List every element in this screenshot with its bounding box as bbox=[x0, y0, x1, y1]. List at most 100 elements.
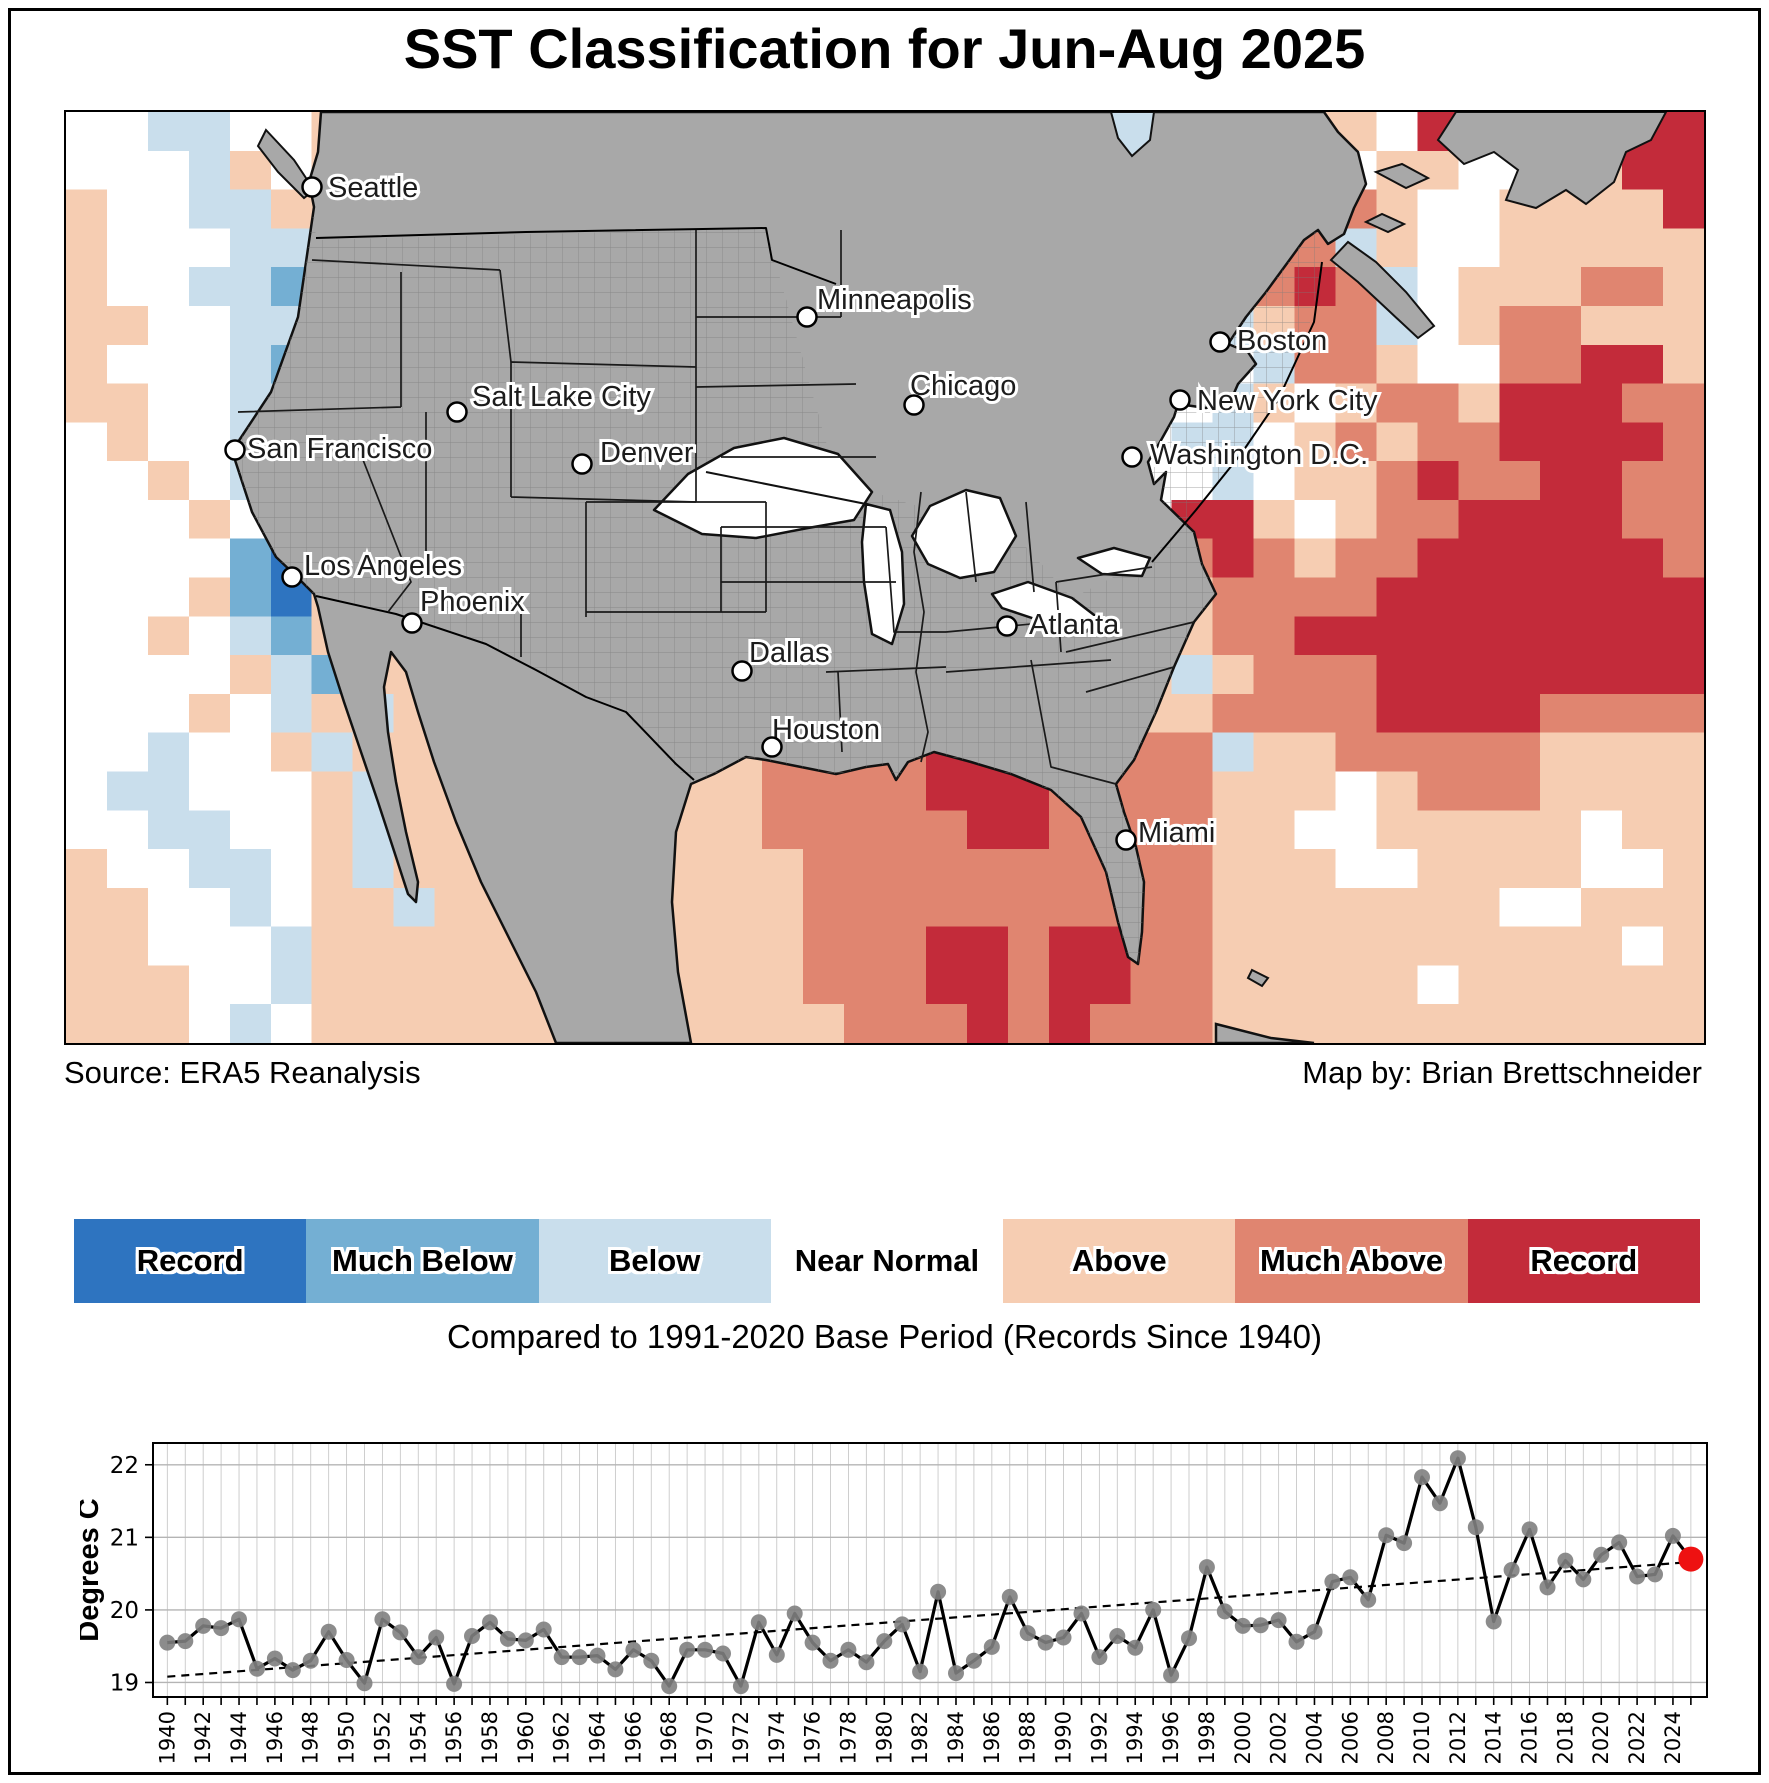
data-point bbox=[1629, 1568, 1646, 1585]
sst-cell-near-normal bbox=[107, 150, 149, 191]
data-point bbox=[231, 1611, 247, 1628]
y-tick-label: 21 bbox=[110, 1525, 139, 1551]
sst-cell-below bbox=[229, 1004, 272, 1043]
sst-cell-much-above bbox=[885, 810, 927, 850]
data-point bbox=[266, 1650, 283, 1667]
city-dot bbox=[796, 306, 818, 328]
data-point bbox=[1503, 1562, 1520, 1578]
sst-cell-near-normal bbox=[66, 422, 108, 462]
city-label: Miami bbox=[1138, 817, 1215, 849]
sst-cell-above bbox=[1458, 810, 1500, 850]
data-point bbox=[983, 1638, 1000, 1655]
sst-cell-much-above bbox=[1171, 771, 1214, 811]
sst-cell-near-normal bbox=[1540, 887, 1582, 928]
sst-cell-much-above bbox=[1417, 422, 1459, 462]
data-point bbox=[249, 1660, 265, 1677]
city-label: Washington D.C. bbox=[1150, 439, 1368, 471]
sst-cell-much-above bbox=[1663, 383, 1704, 423]
sst-cell-above bbox=[680, 810, 722, 850]
sst-cell-above bbox=[1376, 771, 1418, 811]
sst-cell-near-normal bbox=[188, 538, 231, 579]
data-point bbox=[1306, 1623, 1323, 1640]
sst-cell-much-above bbox=[1253, 616, 1296, 656]
sst-cell-above bbox=[1458, 926, 1500, 966]
sst-cell-record-above bbox=[1622, 344, 1664, 385]
data-point bbox=[284, 1662, 301, 1679]
data-point bbox=[1055, 1629, 1072, 1646]
sst-cell-record-above bbox=[1499, 693, 1541, 734]
sst-cell-much-above bbox=[803, 965, 845, 1005]
sst-cell-much-above bbox=[1048, 849, 1091, 889]
sst-cell-above bbox=[1212, 926, 1255, 966]
sst-cell-near-normal bbox=[66, 655, 108, 695]
sst-cell-above bbox=[66, 306, 108, 346]
city-san-francisco: San Francisco bbox=[224, 430, 435, 468]
x-tick-label: 1990 bbox=[1052, 1711, 1076, 1764]
sst-cell-below bbox=[352, 849, 395, 889]
sst-cell-near-normal bbox=[1417, 189, 1459, 229]
sst-cell-near-normal bbox=[107, 849, 149, 889]
sst-cell-below bbox=[147, 112, 190, 152]
sst-cell-above bbox=[393, 965, 436, 1005]
data-point bbox=[661, 1678, 678, 1695]
sst-cell-above bbox=[1540, 965, 1582, 1005]
x-tick-label: 1976 bbox=[801, 1711, 825, 1764]
sst-cell-above bbox=[1663, 732, 1704, 773]
sst-cell-much-above bbox=[1007, 849, 1050, 889]
data-point bbox=[912, 1663, 929, 1680]
sst-cell-above bbox=[434, 1004, 477, 1043]
city-dot bbox=[761, 736, 783, 758]
sst-cell-near-normal bbox=[1417, 965, 1459, 1005]
sst-cell-much-above bbox=[1130, 771, 1173, 811]
sst-cell-above bbox=[434, 887, 477, 928]
sst-cell-above bbox=[1335, 499, 1378, 540]
sst-cell-above bbox=[1622, 965, 1664, 1005]
sst-cell-much-above bbox=[1007, 1004, 1050, 1043]
x-tick-label: 1994 bbox=[1123, 1711, 1147, 1764]
sst-cell-much-above bbox=[1663, 538, 1704, 579]
data-point bbox=[1091, 1649, 1108, 1666]
sst-cell-near-normal bbox=[1253, 422, 1296, 462]
sst-cell-near-normal bbox=[188, 926, 231, 966]
sst-cell-much-above bbox=[1171, 887, 1214, 928]
sst-cell-below bbox=[229, 306, 272, 346]
sst-cell-record-above bbox=[966, 810, 1009, 850]
lake-superior-border-line bbox=[705, 471, 867, 505]
sst-cell-near-normal bbox=[188, 732, 231, 773]
sst-cell-record-above bbox=[1499, 616, 1541, 656]
sst-cell-above bbox=[1540, 1004, 1582, 1043]
sst-cell-much-above bbox=[1417, 732, 1459, 773]
x-tick-label: 1966 bbox=[621, 1711, 645, 1764]
sst-cell-much-above bbox=[885, 887, 927, 928]
city-miami: Miami bbox=[1115, 814, 1218, 852]
sst-cell-above bbox=[1376, 1004, 1418, 1043]
anticosti-island bbox=[1373, 162, 1431, 190]
sst-cell-above bbox=[1376, 344, 1418, 385]
sst-cell-below bbox=[270, 965, 313, 1005]
sst-cell-near-normal bbox=[188, 887, 231, 928]
city-dot bbox=[281, 566, 303, 588]
sst-cell-above bbox=[1499, 228, 1541, 268]
sst-cell-above bbox=[1540, 267, 1582, 307]
sst-cell-above bbox=[1499, 849, 1541, 889]
data-point bbox=[374, 1611, 391, 1628]
data-point bbox=[428, 1629, 445, 1646]
sst-cell-above bbox=[1622, 732, 1664, 773]
data-point bbox=[1539, 1579, 1556, 1596]
sst-cell-above bbox=[1253, 771, 1296, 811]
sst-cell-much-above bbox=[1007, 887, 1050, 928]
city-salt-lake-city: Salt Lake City bbox=[446, 378, 654, 423]
sst-cell-record-above bbox=[1540, 655, 1582, 695]
data-point bbox=[786, 1605, 803, 1622]
sst-cell-near-normal bbox=[270, 771, 313, 811]
sst-cell-much-above bbox=[1499, 771, 1541, 811]
sst-cell-record-above bbox=[1540, 538, 1582, 579]
data-point bbox=[1252, 1617, 1269, 1634]
sst-cell-much-above bbox=[1171, 810, 1214, 850]
sst-cell-above bbox=[1622, 810, 1664, 850]
sst-cell-above bbox=[721, 965, 763, 1005]
sst-cell-above bbox=[1253, 810, 1296, 850]
sst-cell-near-normal bbox=[229, 732, 272, 773]
sst-cell-above bbox=[1335, 461, 1378, 501]
